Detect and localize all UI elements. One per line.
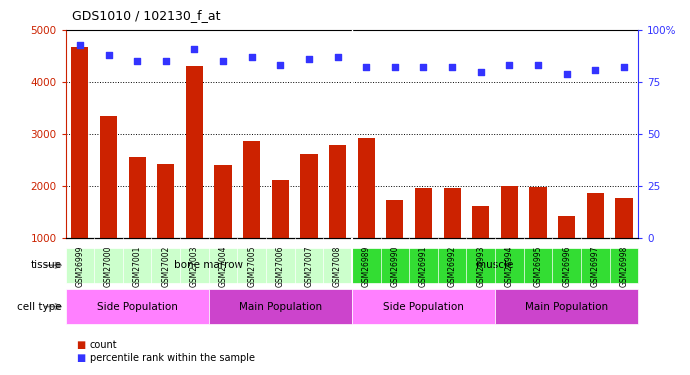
Point [361,64,372,70]
Text: GSM26989: GSM26989 [362,245,371,286]
Text: Side Population: Side Population [97,302,177,312]
Bar [586,193,604,290]
Bar [272,180,289,290]
Text: count: count [90,340,117,350]
Point [590,66,601,72]
Bar [495,289,638,324]
Bar [415,188,432,290]
Bar [66,248,352,283]
Text: Side Population: Side Population [383,302,464,312]
Text: GSM26992: GSM26992 [448,245,457,286]
Point [418,64,429,70]
Point [304,56,315,62]
Text: Main Population: Main Population [525,302,608,312]
Text: GSM27008: GSM27008 [333,245,342,286]
Point [246,54,257,60]
Text: tissue: tissue [31,260,62,270]
Text: percentile rank within the sample: percentile rank within the sample [90,353,255,363]
Point [533,62,544,68]
Text: GSM27007: GSM27007 [304,245,313,286]
Bar [300,154,317,290]
Bar [615,198,633,290]
Text: GSM26994: GSM26994 [505,245,514,286]
Text: GSM27006: GSM27006 [276,245,285,286]
Point [103,52,114,58]
Point [561,71,572,77]
Point [160,58,171,64]
Text: GDS1010 / 102130_f_at: GDS1010 / 102130_f_at [72,9,221,22]
Bar [386,200,404,290]
Text: GSM26997: GSM26997 [591,245,600,286]
Text: GSM27004: GSM27004 [219,245,228,286]
Text: Main Population: Main Population [239,302,322,312]
Point [332,54,343,60]
Bar [243,141,260,290]
Text: GSM26991: GSM26991 [419,245,428,286]
Bar [209,289,352,324]
Text: GSM26995: GSM26995 [533,245,542,286]
Point [75,42,86,48]
Text: GSM27005: GSM27005 [247,245,256,286]
Point [217,58,228,64]
Text: GSM26999: GSM26999 [75,245,84,286]
Point [389,64,400,70]
Bar [215,165,232,290]
Text: GSM26993: GSM26993 [476,245,485,286]
Bar [472,206,489,290]
Text: GSM26998: GSM26998 [620,245,629,286]
Bar [186,66,203,290]
Point [189,46,200,52]
Bar [352,289,495,324]
Point [132,58,143,64]
Bar [501,186,518,290]
Point [504,62,515,68]
Text: GSM27001: GSM27001 [132,245,141,286]
Text: muscle: muscle [476,260,514,270]
Text: GSM26990: GSM26990 [391,245,400,286]
Text: GSM27003: GSM27003 [190,245,199,286]
Point [446,64,457,70]
Point [475,69,486,75]
Point [275,62,286,68]
Text: ■: ■ [76,340,85,350]
Bar [66,289,209,324]
Bar [157,164,175,290]
Bar [529,187,546,290]
Text: GSM27000: GSM27000 [104,245,113,286]
Text: ■: ■ [76,353,85,363]
Bar [71,46,88,290]
Point [618,64,629,70]
Bar [329,145,346,290]
Bar [558,216,575,290]
Bar [357,138,375,290]
Bar [444,188,461,290]
Text: GSM27002: GSM27002 [161,245,170,286]
Bar [352,248,638,283]
Bar [128,157,146,290]
Text: bone marrow: bone marrow [175,260,244,270]
Bar [100,116,117,290]
Text: cell type: cell type [17,302,62,312]
Text: GSM26996: GSM26996 [562,245,571,286]
